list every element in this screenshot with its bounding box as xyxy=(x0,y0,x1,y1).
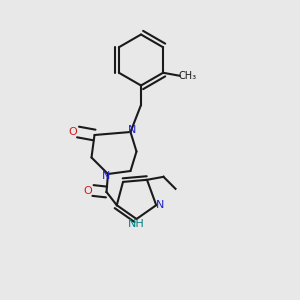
Text: N: N xyxy=(102,171,111,182)
Text: N: N xyxy=(128,124,136,135)
Text: N: N xyxy=(156,200,164,210)
Text: NH: NH xyxy=(128,219,144,230)
Text: CH₃: CH₃ xyxy=(179,71,197,81)
Text: O: O xyxy=(83,185,92,196)
Text: O: O xyxy=(68,127,77,137)
